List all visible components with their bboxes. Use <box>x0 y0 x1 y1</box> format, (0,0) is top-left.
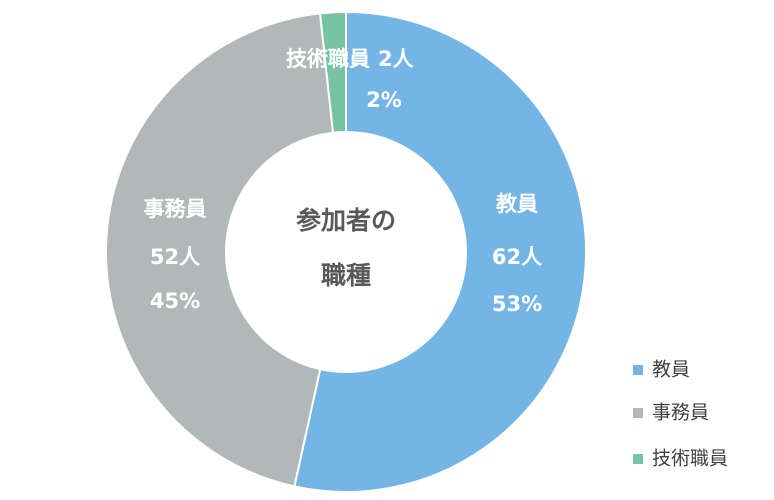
chart-title: 参加者の <box>296 206 396 235</box>
legend-label: 技術職員 <box>652 448 728 470</box>
value-label: 52人 <box>150 245 200 269</box>
slice <box>105 12 335 488</box>
legend-label: 事務員 <box>652 402 709 424</box>
category-label: 技術職員 <box>286 47 370 71</box>
chart-title: 職種 <box>321 261 371 290</box>
legend-swatch <box>633 408 643 418</box>
legend-label: 教員 <box>652 359 690 381</box>
percent-label: 2% <box>366 88 402 112</box>
percent-label: 53% <box>492 292 542 316</box>
value-label: 2人 <box>378 47 414 71</box>
slice <box>318 10 347 134</box>
category-label: 事務員 <box>144 197 207 221</box>
percent-label: 45% <box>150 289 200 313</box>
category-label: 教員 <box>496 192 538 216</box>
legend-swatch <box>633 454 643 464</box>
slice <box>293 10 587 493</box>
legend-swatch <box>633 365 643 375</box>
value-label: 62人 <box>492 245 542 269</box>
